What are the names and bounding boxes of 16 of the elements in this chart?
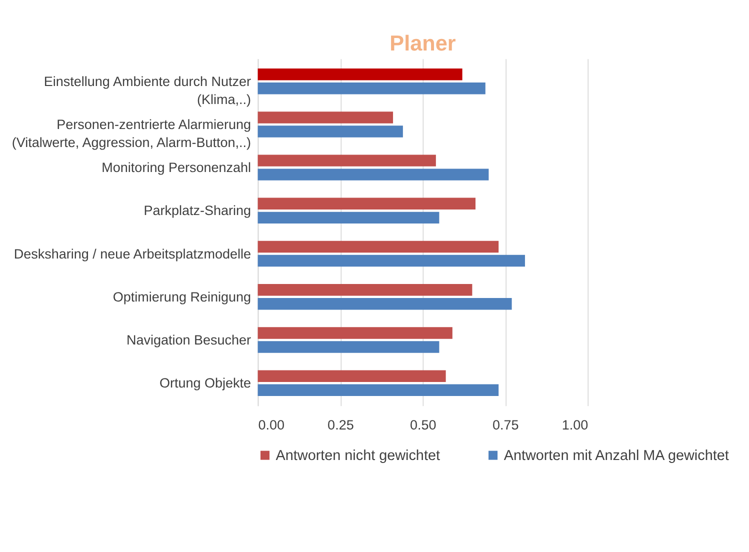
y-tick-label: Optimierung Reinigung <box>112 289 252 304</box>
y-tick-label: Monitoring Personenzahl <box>102 160 252 176</box>
x-tick-label: 1.00 <box>562 418 588 433</box>
y-tick-label: Ortung Objekte <box>159 376 252 391</box>
x-tick-label: 0.75 <box>492 418 519 433</box>
y-tick-label: Desksharing / neue Arbeitsplatzmodelle <box>14 246 252 262</box>
x-tick-label: 0.25 <box>328 418 354 433</box>
legend-label: Antworten nicht gewichtet <box>276 448 440 464</box>
chart-title: Planer <box>390 30 456 56</box>
y-tick-label: Personen-zentrierte Alarmierung (Vitalwerte, Aggression, Alarm-Button,..) <box>12 116 252 150</box>
legend-label: Antworten mit Anzahl MA gewichtet <box>504 448 729 464</box>
y-tick-label: Einstellung Ambiente durch Nutzer (Klima,..) <box>44 74 252 107</box>
x-tick-label: 0.00 <box>258 418 285 433</box>
y-tick-label: Navigation Besucher <box>126 332 252 348</box>
x-tick-label: 0.50 <box>410 418 436 433</box>
y-tick-label: Parkplatz-Sharing <box>144 203 252 218</box>
